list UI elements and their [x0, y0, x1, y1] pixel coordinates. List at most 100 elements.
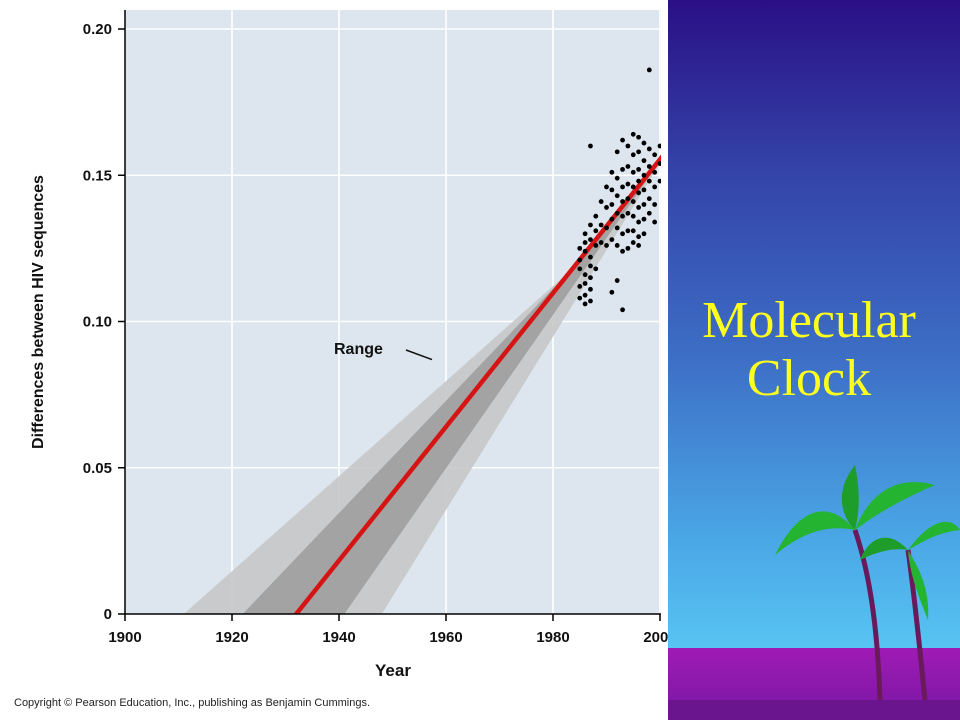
palm-tree-icon — [775, 465, 960, 700]
y-tick-label: 0.05 — [83, 460, 112, 477]
y-tick-label: 0.15 — [83, 167, 112, 184]
data-point — [620, 307, 625, 313]
data-point — [636, 243, 641, 248]
data-point — [620, 248, 625, 254]
data-point — [641, 202, 647, 207]
data-point — [614, 193, 620, 199]
data-point — [641, 187, 647, 193]
data-point — [641, 140, 647, 146]
data-point — [588, 263, 593, 269]
data-point — [577, 284, 583, 289]
data-point — [652, 184, 658, 190]
data-point — [588, 143, 593, 149]
range-band-outer — [183, 158, 661, 614]
data-point — [598, 199, 604, 204]
range-annotation-pointer — [405, 349, 433, 361]
data-point — [620, 184, 625, 190]
trend-line — [293, 154, 661, 614]
data-point — [641, 231, 647, 237]
data-point — [609, 289, 615, 295]
data-point — [588, 254, 593, 260]
data-point — [620, 137, 625, 143]
data-point — [625, 143, 631, 149]
data-point — [614, 149, 620, 155]
data-point — [646, 178, 652, 184]
data-point — [609, 202, 615, 207]
y-tick-label: 0 — [104, 606, 112, 623]
data-point — [614, 210, 620, 216]
data-point — [652, 152, 658, 158]
data-point — [577, 295, 583, 301]
data-point — [636, 190, 641, 196]
data-point — [588, 298, 593, 304]
data-point — [663, 132, 668, 137]
y-axis-ticks: 0 0.05 0.10 0.15 0.20 — [83, 21, 125, 623]
data-point — [609, 187, 615, 193]
data-point — [625, 181, 631, 187]
data-point — [630, 152, 636, 158]
data-point — [657, 143, 661, 149]
data-point — [577, 245, 583, 251]
data-point — [641, 158, 647, 164]
data-point — [588, 237, 593, 243]
data-point — [641, 172, 647, 178]
data-point — [652, 202, 658, 207]
data-point — [625, 228, 631, 234]
data-point — [577, 266, 583, 272]
data-point — [582, 292, 588, 298]
data-point — [620, 199, 625, 204]
data-point — [609, 169, 615, 175]
data-point — [636, 149, 641, 155]
data-point — [652, 169, 658, 175]
x-axis-label: Year — [375, 661, 411, 680]
data-point — [593, 228, 599, 234]
data-point — [625, 196, 631, 202]
x-tick-label: 1940 — [322, 629, 355, 646]
data-point — [630, 228, 636, 234]
data-point — [636, 205, 641, 210]
data-point — [614, 243, 620, 248]
data-point — [625, 245, 631, 251]
data-point — [630, 131, 636, 137]
x-tick-label: 1920 — [215, 629, 248, 646]
data-point — [577, 257, 583, 263]
data-point — [620, 231, 625, 237]
data-point — [582, 281, 588, 286]
data-point — [604, 243, 609, 248]
data-point — [636, 234, 641, 240]
data-point — [630, 184, 636, 190]
data-point — [646, 146, 652, 152]
data-point — [604, 225, 609, 231]
data-point — [620, 213, 625, 219]
data-point — [641, 216, 647, 222]
data-point — [609, 216, 615, 222]
data-point — [614, 278, 620, 283]
data-point — [582, 248, 588, 254]
data-point — [636, 167, 641, 172]
slide-title-line1: Molecular — [702, 292, 916, 349]
data-points — [577, 67, 668, 313]
data-point — [604, 205, 609, 210]
data-point — [630, 199, 636, 204]
data-point — [630, 169, 636, 175]
data-point — [652, 219, 658, 225]
data-point — [582, 301, 588, 307]
data-point — [636, 219, 641, 225]
data-point — [588, 286, 593, 292]
data-point — [614, 175, 620, 181]
data-point — [593, 266, 599, 272]
range-annotation-label: Range — [334, 341, 383, 358]
data-point — [593, 213, 599, 219]
data-point — [582, 272, 588, 278]
data-point — [657, 161, 661, 166]
slide-title: Molecular Clock — [664, 292, 954, 408]
x-tick-label: 1980 — [536, 629, 569, 646]
data-point — [636, 134, 641, 140]
data-point — [614, 225, 620, 231]
data-point — [657, 178, 661, 184]
data-point — [625, 164, 631, 169]
data-point — [646, 210, 652, 216]
